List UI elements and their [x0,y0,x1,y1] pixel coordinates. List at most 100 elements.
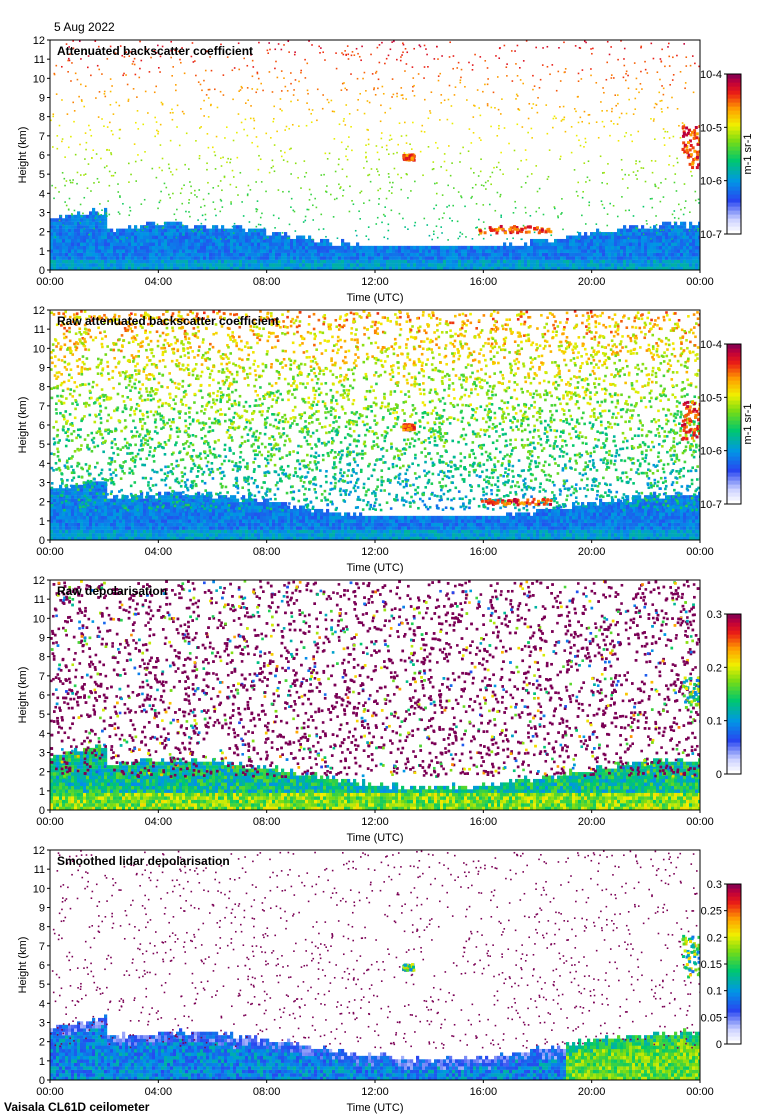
y-tick-label: 8 [39,652,45,664]
y-tick-label: 6 [39,150,45,162]
y-tick-label: 10 [33,73,45,85]
x-tick-label: 16:00 [470,546,498,558]
colorbar-tick-label: 0.2 [707,932,722,944]
x-tick-label: 00:00 [36,276,64,288]
y-tick-label: 0 [39,805,45,817]
date-label: 5 Aug 2022 [54,20,115,34]
x-axis-label: Time (UTC) [346,1102,403,1114]
panel-title: Smoothed lidar depolarisation [57,854,230,868]
boundary-layer [50,207,700,270]
panel-title: Attenuated backscatter coefficient [57,44,253,58]
colorbar-tick-label: 10-7 [700,499,722,511]
y-tick-label: 0 [39,535,45,547]
colorbar-tick-label: 0.3 [707,609,722,621]
x-tick-label: 00:00 [36,546,64,558]
y-tick-label: 12 [33,305,45,317]
y-tick-label: 1 [39,246,45,258]
y-tick-label: 11 [34,594,45,606]
colorbar-tick-label: 0.1 [707,986,722,998]
y-tick-label: 4 [39,458,45,470]
y-tick-label: 2 [39,767,45,779]
x-tick-label: 20:00 [578,1086,606,1098]
boundary-layer [50,481,700,540]
colorbar-tick-label: 0.05 [701,1012,722,1024]
colorbar-tick-label: 0.1 [707,716,722,728]
x-tick-label: 12:00 [361,1086,389,1098]
boundary-layer [50,1014,700,1080]
y-tick-label: 2 [39,227,45,239]
y-tick-label: 4 [39,188,45,200]
x-tick-label: 08:00 [253,276,281,288]
y-tick-label: 9 [39,363,45,375]
y-tick-label: 5 [39,979,45,991]
y-axis-label: Height (km) [17,667,29,724]
y-tick-label: 1 [39,786,45,798]
y-tick-label: 8 [39,112,45,124]
y-tick-label: 12 [33,845,45,857]
y-tick-label: 10 [33,343,45,355]
x-tick-label: 16:00 [470,1086,498,1098]
colorbar-tick-label: 0.3 [707,879,722,891]
heatmap-area [50,310,700,540]
y-tick-label: 11 [34,54,45,66]
x-tick-label: 00:00 [686,816,714,828]
colorbar: 10-7 10-6 10-5 10-4 m-1 sr-1 [700,339,754,511]
y-axis-label: Height (km) [17,937,29,994]
y-tick-label: 9 [39,633,45,645]
y-tick-label: 6 [39,960,45,972]
colorbar-tick-label: 0 [716,1039,722,1051]
colorbar: 0 0.05 0.1 0.15 0.2 0.25 0.3 [701,879,742,1051]
noise-speckle [50,40,700,241]
colorbar-frame [726,73,742,235]
y-tick-label: 5 [39,439,45,451]
y-tick-label: 0 [39,1075,45,1087]
colorbar-tick-label: 0.15 [701,959,722,971]
colorbar-tick-label: 10-5 [700,392,722,404]
y-tick-label: 2 [39,1037,45,1049]
y-tick-label: 1 [39,516,45,528]
x-tick-label: 20:00 [578,546,606,558]
x-tick-label: 12:00 [361,546,389,558]
x-tick-label: 04:00 [145,546,173,558]
y-tick-label: 7 [39,941,45,953]
colorbar: 0 0.1 0.2 0.3 [707,609,742,781]
y-tick-label: 6 [39,690,45,702]
y-tick-label: 0 [39,265,45,277]
panel-title: Raw attenuated backscatter coefficient [57,314,279,328]
y-tick-label: 2 [39,497,45,509]
y-axis-label: Height (km) [17,397,29,454]
x-tick-label: 00:00 [686,1086,714,1098]
cloud-features [681,676,700,709]
colorbar-tick-label: 10-7 [700,229,722,241]
x-tick-label: 08:00 [253,816,281,828]
x-tick-label: 04:00 [145,276,173,288]
x-tick-label: 16:00 [470,276,498,288]
y-axis-label: Height (km) [17,127,29,184]
y-tick-label: 9 [39,93,45,105]
y-tick-label: 12 [33,575,45,587]
x-tick-label: 00:00 [36,1086,64,1098]
y-tick-label: 4 [39,998,45,1010]
x-tick-label: 00:00 [686,276,714,288]
y-tick-label: 9 [39,903,45,915]
x-axis-label: Time (UTC) [346,832,403,844]
y-tick-label: 10 [33,883,45,895]
cloud-features [402,124,700,235]
colorbar-frame [726,613,742,775]
heatmap-area [50,580,700,810]
colorbar-tick-label: 10-6 [700,446,722,458]
colorbar-unit: m-1 sr-1 [742,404,754,445]
x-tick-label: 20:00 [578,276,606,288]
y-tick-label: 6 [39,420,45,432]
y-tick-label: 1 [39,1056,45,1068]
noise-speckle [50,580,700,778]
x-tick-label: 12:00 [361,816,389,828]
y-tick-label: 7 [39,131,45,143]
colorbar-tick-label: 10-6 [700,176,722,188]
heatmap-area [50,850,700,1080]
